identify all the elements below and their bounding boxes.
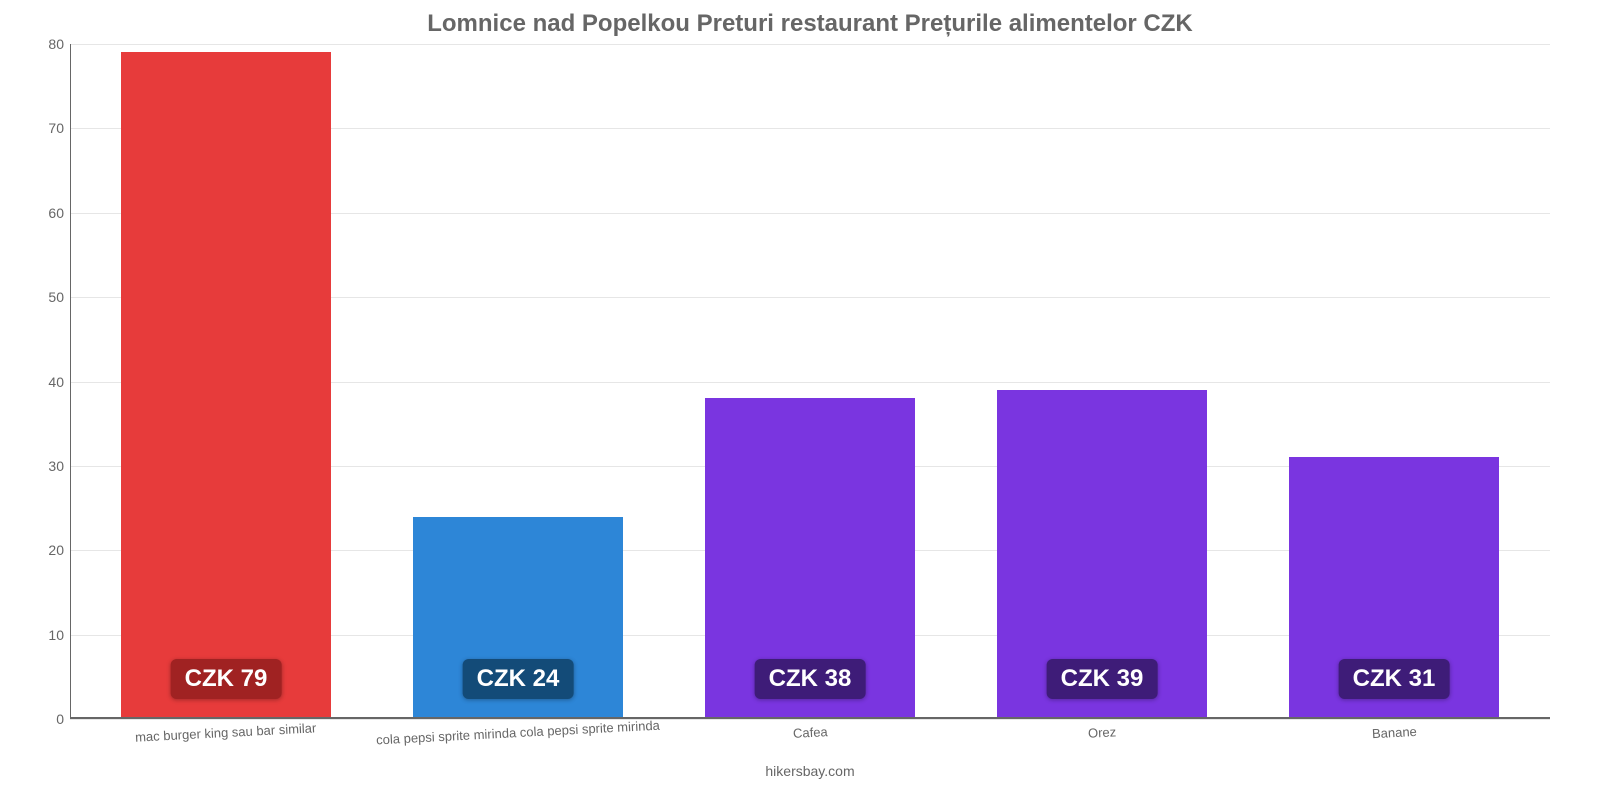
bars-group: CZK 79 CZK 24 CZK 38 CZK 39 CZK 31 (70, 44, 1550, 719)
grid-line (70, 719, 1550, 720)
value-badge: CZK 24 (463, 659, 574, 699)
attribution-text: hikersbay.com (70, 763, 1550, 779)
chart-container: Lomnice nad Popelkou Preturi restaurant … (70, 10, 1550, 770)
x-axis-labels: mac burger king sau bar similarcola peps… (70, 725, 1550, 757)
bar-slot: CZK 31 (1248, 44, 1540, 719)
value-badge: CZK 39 (1047, 659, 1158, 699)
value-badge: CZK 38 (755, 659, 866, 699)
bar: CZK 39 (997, 390, 1207, 719)
value-badge: CZK 31 (1339, 659, 1450, 699)
bar-slot: CZK 39 (956, 44, 1248, 719)
y-tick-label: 0 (56, 711, 64, 727)
y-tick-label: 20 (48, 542, 64, 558)
x-axis-label: Orez (956, 725, 1248, 757)
y-tick-label: 40 (48, 374, 64, 390)
chart-title: Lomnice nad Popelkou Preturi restaurant … (70, 10, 1550, 38)
x-axis-label: mac burger king sau bar similar (80, 725, 372, 757)
x-axis-label: cola pepsi sprite mirinda cola pepsi spr… (372, 725, 664, 757)
bar: CZK 24 (413, 517, 623, 720)
bar: CZK 79 (121, 52, 331, 719)
bar: CZK 31 (1289, 457, 1499, 719)
y-axis: 01020304050607080 (30, 44, 70, 719)
bar-slot: CZK 24 (372, 44, 664, 719)
bar: CZK 38 (705, 398, 915, 719)
x-axis-line (70, 717, 1550, 719)
x-axis-label: Banane (1248, 725, 1540, 757)
y-tick-label: 60 (48, 205, 64, 221)
y-tick-label: 10 (48, 627, 64, 643)
plot-area: 01020304050607080 CZK 79CZK 24CZK 38CZK … (70, 44, 1550, 719)
x-axis-label: Cafea (664, 725, 956, 757)
value-badge: CZK 79 (171, 659, 282, 699)
bar-slot: CZK 79 (80, 44, 372, 719)
y-tick-label: 30 (48, 458, 64, 474)
y-tick-label: 70 (48, 120, 64, 136)
y-tick-label: 50 (48, 289, 64, 305)
bar-slot: CZK 38 (664, 44, 956, 719)
y-tick-label: 80 (48, 36, 64, 52)
